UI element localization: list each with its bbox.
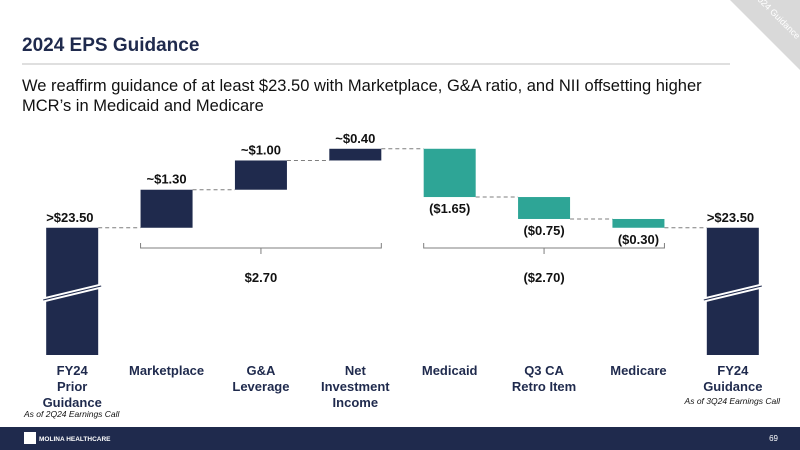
x-tick-label: Medicare (610, 363, 666, 378)
subtitle: We reaffirm guidance of at least $23.50 … (22, 77, 702, 115)
value-label: ($0.75) (523, 223, 564, 238)
x-tick-label: Q3 CA (524, 363, 564, 378)
bar (234, 160, 287, 190)
value-label: ~$1.00 (241, 142, 281, 157)
value-label: ($1.65) (429, 201, 470, 216)
note: As of 3Q24 Earnings Call (684, 396, 782, 406)
logo-icon (24, 432, 36, 444)
logo-text: MOLINA HEALTHCARE (39, 436, 111, 443)
axis-break (43, 285, 102, 301)
x-tick-label: Guidance (43, 395, 102, 410)
bar (140, 189, 193, 228)
page-number: 69 (769, 434, 778, 443)
note: As of 2Q24 Earnings Call (23, 409, 121, 419)
x-tick-label: Investment (321, 379, 390, 394)
bar (423, 148, 476, 198)
corner-tag (730, 0, 800, 70)
x-tick-label: Guidance (703, 379, 762, 394)
group-label: $2.70 (245, 270, 278, 285)
value-label: >$23.50 (46, 210, 93, 225)
x-tick-label: Medicaid (422, 363, 478, 378)
x-tick-label: G&A (246, 363, 276, 378)
group-bracket (423, 243, 665, 254)
x-tick-label: Net (345, 363, 367, 378)
value-label: ~$0.40 (335, 131, 375, 146)
axis-break (703, 285, 762, 301)
x-tick-label: Prior (57, 379, 87, 394)
bar (518, 197, 571, 219)
x-tick-label: FY24 (57, 363, 89, 378)
bar (612, 218, 665, 228)
x-tick-label: Retro Item (512, 379, 576, 394)
x-tick-label: FY24 (717, 363, 749, 378)
group-bracket (140, 243, 382, 254)
group-label: ($2.70) (523, 270, 564, 285)
x-tick-label: Marketplace (129, 363, 204, 378)
bar (329, 148, 382, 161)
value-label: ($0.30) (618, 232, 659, 247)
x-tick-label: Income (333, 395, 379, 410)
value-label: >$23.50 (707, 210, 754, 225)
footer-band (0, 427, 800, 450)
value-label: ~$1.30 (147, 172, 187, 187)
slide-title: 2024 EPS Guidance (22, 35, 199, 56)
x-tick-label: Leverage (232, 379, 289, 394)
